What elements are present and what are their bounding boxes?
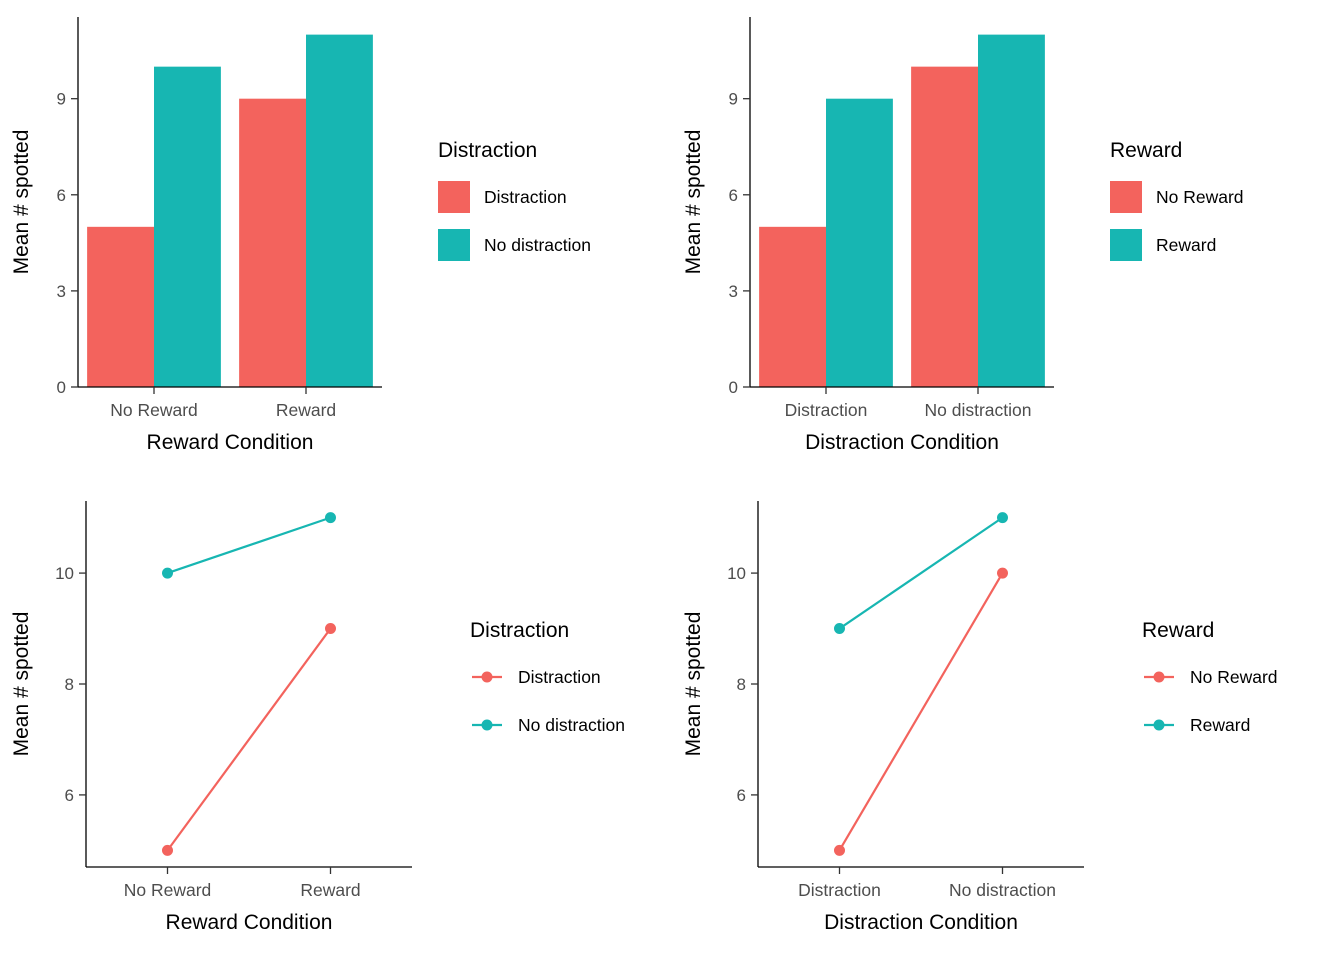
line-chart-reward-condition: 6 8 10 No Reward Reward Reward Condition Mean … bbox=[10, 501, 412, 934]
data-point bbox=[997, 567, 1008, 579]
legend-item: No distraction bbox=[438, 229, 591, 261]
legend-item: No Reward bbox=[1110, 181, 1244, 213]
data-point bbox=[162, 567, 173, 579]
legend-key-swatch bbox=[1110, 181, 1142, 213]
legend-line-glyph bbox=[472, 671, 502, 683]
bar bbox=[911, 66, 978, 387]
panel-line-distraction-condition: 6 8 10 Distraction No distraction Distraction… bbox=[672, 480, 1344, 960]
x-tick-label: Distraction bbox=[798, 880, 881, 900]
bar-chart-reward-condition: 0 3 6 9 No Reward Reward Reward Condition Mean … bbox=[10, 17, 382, 454]
legend-label: Reward bbox=[1156, 234, 1217, 255]
panel-line-reward-condition: 6 8 10 No Reward Reward Reward Condition Mean … bbox=[0, 480, 672, 960]
bar bbox=[154, 66, 221, 387]
panel-bar-distraction-condition: 0 3 6 9 Distraction No distraction Distraction… bbox=[672, 0, 1344, 480]
y-tick-label: 6 bbox=[57, 186, 66, 205]
bar-chart-distraction-condition: 0 3 6 9 Distraction No distraction Distraction… bbox=[682, 17, 1054, 454]
y-tick-label: 6 bbox=[729, 186, 738, 205]
line-series bbox=[838, 572, 1004, 851]
legend-line-glyph bbox=[1144, 719, 1174, 731]
legend-title: Distraction bbox=[438, 139, 538, 162]
panel-bar-reward-condition: 0 3 6 9 No Reward Reward Reward Condition Mean … bbox=[0, 0, 672, 480]
legend-line-glyph bbox=[1144, 671, 1174, 683]
legend-line-glyph bbox=[472, 719, 502, 731]
data-point bbox=[325, 623, 336, 635]
x-axis-title: Distraction Condition bbox=[805, 431, 999, 454]
legend-title: Distraction bbox=[470, 619, 570, 642]
data-point bbox=[834, 844, 845, 856]
legend-key-line bbox=[1142, 709, 1176, 741]
y-tick-label: 8 bbox=[65, 675, 74, 694]
y-axis-title: Mean # spotted bbox=[10, 130, 33, 275]
legend-reward: Reward No Reward Reward bbox=[1142, 619, 1278, 757]
y-tick-label: 0 bbox=[57, 378, 66, 397]
y-tick-label: 9 bbox=[729, 90, 738, 109]
y-tick-label: 0 bbox=[729, 378, 738, 397]
line-series bbox=[167, 516, 331, 575]
line-chart-distraction-condition: 6 8 10 Distraction No distraction Distraction… bbox=[682, 501, 1084, 934]
y-axis-title: Mean # spotted bbox=[682, 130, 705, 275]
data-point bbox=[997, 512, 1008, 524]
legend-item: No Reward bbox=[1142, 661, 1278, 693]
x-tick-label: Reward bbox=[300, 880, 360, 900]
y-tick-label: 10 bbox=[55, 564, 74, 583]
y-tick-label: 6 bbox=[737, 786, 746, 805]
x-tick-label: No Reward bbox=[110, 400, 198, 420]
legend-item: Distraction bbox=[470, 661, 625, 693]
legend-label: No distraction bbox=[518, 714, 625, 735]
bar bbox=[978, 34, 1045, 387]
bar bbox=[826, 98, 893, 388]
data-point bbox=[162, 844, 173, 856]
x-tick-label: Distraction bbox=[785, 400, 868, 420]
legend-key-line bbox=[1142, 661, 1176, 693]
data-point bbox=[325, 512, 336, 524]
y-tick-label: 9 bbox=[57, 90, 66, 109]
bar bbox=[759, 226, 826, 387]
x-tick-label: Reward bbox=[276, 400, 336, 420]
legend-reward: Reward No Reward Reward bbox=[1110, 139, 1244, 277]
x-axis-title: Reward Condition bbox=[147, 431, 314, 454]
legend-item: Reward bbox=[1142, 709, 1278, 741]
legend-key-line bbox=[470, 709, 504, 741]
legend-key-swatch bbox=[438, 181, 470, 213]
legend-key-line bbox=[470, 661, 504, 693]
legend-key-swatch bbox=[1110, 229, 1142, 261]
y-axis-title: Mean # spotted bbox=[682, 612, 705, 757]
y-tick-label: 8 bbox=[737, 675, 746, 694]
legend-item: Distraction bbox=[438, 181, 591, 213]
y-tick-label: 3 bbox=[729, 282, 738, 301]
bar bbox=[87, 226, 154, 387]
legend-label: Reward bbox=[1190, 714, 1251, 735]
x-axis-title: Distraction Condition bbox=[824, 911, 1018, 934]
y-axis-title: Mean # spotted bbox=[10, 612, 33, 757]
x-tick-label: No Reward bbox=[124, 880, 212, 900]
legend-title: Reward bbox=[1110, 139, 1183, 162]
legend-label: No Reward bbox=[1190, 666, 1278, 687]
legend-label: No distraction bbox=[484, 234, 591, 255]
legend-item: No distraction bbox=[470, 709, 625, 741]
legend-item: Reward bbox=[1110, 229, 1244, 261]
y-tick-label: 3 bbox=[57, 282, 66, 301]
x-tick-label: No distraction bbox=[949, 880, 1056, 900]
legend-title: Reward bbox=[1142, 619, 1215, 642]
legend-distraction: Distraction Distraction No distraction bbox=[470, 619, 625, 757]
x-tick-label: No distraction bbox=[925, 400, 1032, 420]
x-axis-title: Reward Condition bbox=[166, 911, 333, 934]
legend-label: No Reward bbox=[1156, 186, 1244, 207]
line-series bbox=[166, 627, 332, 852]
bar bbox=[239, 98, 306, 388]
legend-label: Distraction bbox=[518, 666, 601, 687]
line-series bbox=[838, 516, 1004, 630]
legend-distraction: Distraction Distraction No distraction bbox=[438, 139, 591, 277]
y-tick-label: 10 bbox=[727, 564, 746, 583]
y-tick-label: 6 bbox=[65, 786, 74, 805]
legend-key-swatch bbox=[438, 229, 470, 261]
data-point bbox=[834, 623, 845, 635]
legend-label: Distraction bbox=[484, 186, 567, 207]
bar bbox=[306, 34, 373, 387]
